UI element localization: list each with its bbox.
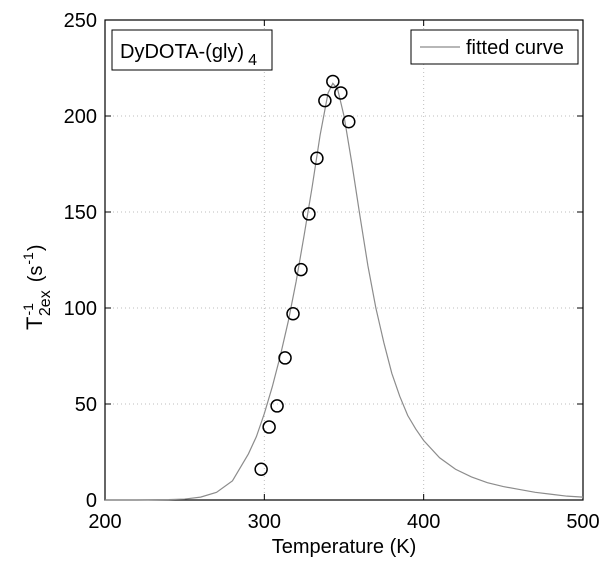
- y-axis-title-subscript: 2ex: [37, 290, 54, 316]
- y-axis-title-unit-close: ): [25, 245, 47, 252]
- compound-annotation-subscript: 4: [248, 52, 257, 69]
- data-point-marker: [326, 74, 340, 89]
- y-axis-title-main: T: [22, 317, 47, 330]
- data-point-marker: [302, 207, 316, 221]
- x-tick-label: 400: [407, 511, 440, 533]
- x-axis-title: Temperature (K): [272, 536, 417, 558]
- y-axis-title-unit-superscript: -1: [20, 252, 36, 265]
- y-axis-title-superscript: -1: [20, 303, 36, 316]
- y-axis-title: T-12ex(s-1): [20, 245, 54, 331]
- data-point-marker: [294, 262, 308, 277]
- x-tick-label: 200: [88, 511, 121, 533]
- data-point-marker: [254, 462, 268, 477]
- y-tick-label: 0: [86, 490, 97, 512]
- data-point-marker: [262, 420, 276, 434]
- compound-annotation: DyDOTA-(gly) 4: [120, 41, 257, 69]
- y-tick-label: 250: [64, 10, 97, 32]
- data-point-marker: [342, 115, 356, 129]
- data-point-marker: [278, 351, 292, 365]
- fitted-curve-line: [105, 82, 584, 501]
- data-point-marker: [334, 86, 348, 100]
- y-tick-label: 200: [64, 106, 97, 128]
- legend-label: fitted curve: [466, 37, 564, 59]
- y-axis-title-unit-open: (s: [25, 266, 47, 283]
- plot-area: [105, 20, 583, 500]
- annotation-box: [111, 29, 273, 71]
- plot-frame: [104, 19, 584, 501]
- x-tick-label: 500: [566, 511, 599, 533]
- y-tick-label: 150: [64, 202, 97, 224]
- data-point-marker: [270, 399, 284, 413]
- y-tick-label: 50: [75, 394, 97, 416]
- compound-annotation-main: DyDOTA-(gly): [120, 41, 244, 63]
- data-point-marker: [318, 93, 332, 108]
- x-tick-label: 300: [248, 511, 281, 533]
- y-tick-label: 100: [64, 298, 97, 320]
- data-point-marker: [286, 307, 300, 321]
- data-point-marker: [310, 151, 324, 165]
